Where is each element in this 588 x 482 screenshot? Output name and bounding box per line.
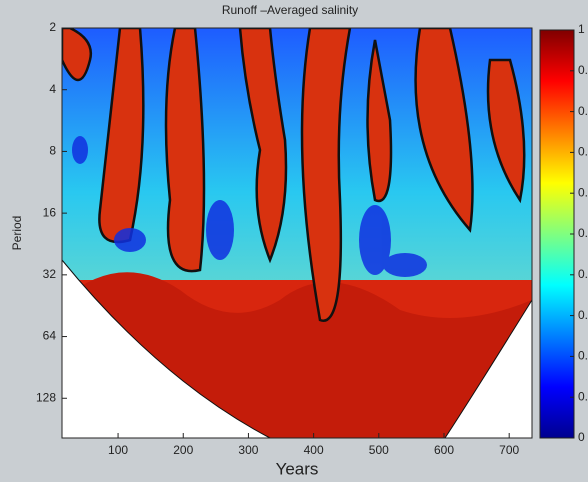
x-tick-label: 600 [434,443,454,457]
x-tick-label: 700 [499,443,519,457]
colorbar-tick-label: 0.5 [578,226,588,240]
cone-of-influence [61,259,533,439]
y-tick-label: 32 [43,267,57,281]
colorbar-tick-label: 1 [578,22,585,36]
chart-title: Runoff –Averaged salinity [222,3,358,17]
x-tick-label: 500 [369,443,389,457]
colorbar-tick-label: 0 [578,430,585,444]
y-tick-label: 2 [49,20,56,34]
y-axis-label: Period [10,216,24,251]
y-tick-label: 16 [43,205,57,219]
x-tick-label: 200 [173,443,193,457]
y-tick-label: 128 [36,390,56,404]
y-tick-label: 8 [49,144,56,158]
x-tick-label: 100 [108,443,128,457]
colorbar-tick-label: 0.6 [578,185,588,199]
x-tick-label: 300 [238,443,258,457]
colorbar-tick-label: 0.8 [578,104,588,118]
y-tick-label: 4 [49,82,56,96]
colorbar-tick-label: 0.7 [578,145,588,159]
plot-frame [61,27,533,439]
colorbar-tick-label: 0.1 [578,389,588,403]
colorbar-tick-label: 0.9 [578,63,588,77]
colorbar-tick-label: 0.3 [578,308,588,322]
colorbar-tick-label: 0.4 [578,267,588,281]
colorbar [539,29,575,439]
x-axis-label: Years [276,459,319,478]
y-tick-label: 64 [43,329,57,343]
colorbar-tick-label: 0.2 [578,349,588,363]
x-tick-label: 400 [304,443,324,457]
